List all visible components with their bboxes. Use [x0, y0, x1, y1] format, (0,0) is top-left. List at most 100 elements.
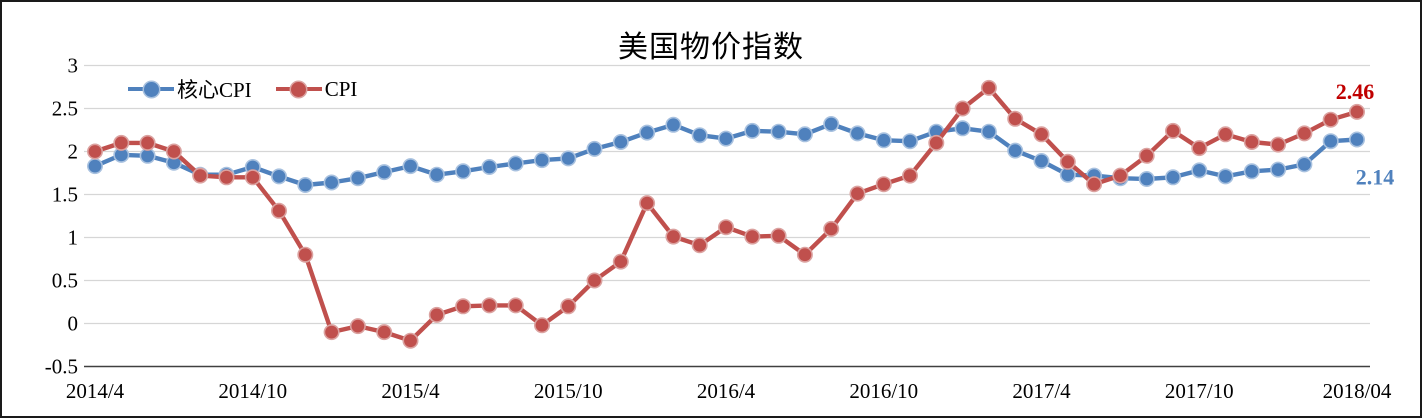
- data-point-CPI: [980, 79, 997, 96]
- data-point-CPI: [139, 134, 156, 151]
- data-point-CPI: [823, 220, 840, 237]
- data-point-核心CPI: [560, 150, 577, 167]
- data-point-核心CPI: [1191, 162, 1208, 179]
- data-point-CPI: [954, 100, 971, 117]
- data-point-CPI: [1112, 167, 1129, 184]
- data-point-CPI: [665, 228, 682, 245]
- legend-label-core-cpi: 核心CPI: [177, 78, 252, 102]
- data-point-CPI: [1349, 103, 1366, 120]
- data-point-CPI: [1007, 110, 1024, 127]
- data-point-CPI: [586, 272, 603, 289]
- data-point-CPI: [1165, 122, 1182, 139]
- data-point-CPI: [1191, 140, 1208, 157]
- data-point-CPI: [1059, 153, 1076, 170]
- data-point-核心CPI: [954, 120, 971, 137]
- data-point-CPI: [165, 143, 182, 160]
- data-point-CPI: [428, 306, 445, 323]
- data-point-CPI: [770, 227, 787, 244]
- y-tick-label: -0.5: [45, 355, 78, 379]
- data-point-CPI: [1322, 111, 1339, 128]
- data-point-CPI: [639, 195, 656, 212]
- x-tick-label: 2017/4: [1012, 379, 1071, 403]
- data-point-CPI: [1243, 134, 1260, 151]
- data-point-核心CPI: [717, 130, 734, 147]
- legend: 核心CPI CPI: [128, 74, 357, 104]
- data-point-核心CPI: [849, 125, 866, 142]
- legend-dot-icon: [291, 81, 307, 97]
- data-point-核心CPI: [1322, 133, 1339, 150]
- data-point-核心CPI: [1349, 131, 1366, 148]
- y-tick-label: 1.5: [52, 183, 78, 207]
- data-point-核心CPI: [1243, 163, 1260, 180]
- data-point-核心CPI: [1033, 153, 1050, 170]
- chart-title: 美国物价指数: [618, 31, 804, 64]
- data-point-核心CPI: [533, 152, 550, 169]
- data-point-CPI: [875, 176, 892, 193]
- data-point-核心CPI: [297, 177, 314, 194]
- data-point-CPI: [1033, 126, 1050, 143]
- y-tick-label: 3: [68, 54, 79, 78]
- data-point-CPI: [323, 324, 340, 341]
- data-point-CPI: [297, 246, 314, 263]
- data-point-CPI: [1138, 147, 1155, 164]
- data-point-CPI: [612, 253, 629, 270]
- data-point-CPI: [402, 332, 419, 349]
- legend-item-cpi: CPI: [275, 76, 358, 102]
- x-tick-label: 2016/4: [697, 379, 756, 403]
- data-point-CPI: [1217, 126, 1234, 143]
- data-point-CPI: [744, 228, 761, 245]
- data-point-核心CPI: [823, 116, 840, 133]
- data-point-核心CPI: [481, 159, 498, 176]
- data-point-CPI: [113, 134, 130, 151]
- data-point-核心CPI: [428, 166, 445, 183]
- end-value-label-CPI: 2.46: [1336, 79, 1375, 104]
- data-point-核心CPI: [1007, 142, 1024, 159]
- data-point-核心CPI: [349, 170, 366, 187]
- data-point-核心CPI: [455, 163, 472, 180]
- data-point-核心CPI: [507, 155, 524, 172]
- data-point-CPI: [192, 167, 209, 184]
- data-point-CPI: [849, 185, 866, 202]
- x-tick-label: 2018/04: [1323, 379, 1392, 403]
- data-point-核心CPI: [875, 132, 892, 149]
- data-point-CPI: [717, 219, 734, 236]
- data-point-CPI: [218, 169, 235, 186]
- data-point-CPI: [1296, 125, 1313, 142]
- x-tick-label: 2015/4: [381, 379, 440, 403]
- data-point-CPI: [533, 317, 550, 334]
- data-point-核心CPI: [270, 168, 287, 185]
- y-tick-label: 2: [68, 140, 79, 164]
- y-tick-label: 2.5: [52, 97, 78, 121]
- data-point-核心CPI: [1270, 161, 1287, 178]
- data-point-CPI: [796, 246, 813, 263]
- x-tick-label: 2015/10: [534, 379, 603, 403]
- data-point-核心CPI: [612, 134, 629, 151]
- legend-label-cpi: CPI: [324, 76, 358, 101]
- data-point-CPI: [901, 167, 918, 184]
- data-point-核心CPI: [639, 124, 656, 141]
- data-point-核心CPI: [796, 126, 813, 143]
- data-point-核心CPI: [665, 116, 682, 133]
- data-point-核心CPI: [586, 140, 603, 157]
- x-tick-label: 2016/10: [849, 379, 918, 403]
- data-point-核心CPI: [87, 158, 104, 175]
- legend-item-core-cpi: 核心CPI: [128, 74, 252, 104]
- x-tick-label: 2017/10: [1165, 379, 1234, 403]
- data-point-CPI: [349, 318, 366, 335]
- data-point-核心CPI: [1296, 156, 1313, 173]
- data-point-核心CPI: [901, 133, 918, 150]
- data-point-CPI: [244, 169, 261, 186]
- data-point-CPI: [1270, 136, 1287, 153]
- data-point-CPI: [376, 324, 393, 341]
- data-point-CPI: [455, 298, 472, 315]
- data-point-CPI: [691, 237, 708, 254]
- data-point-CPI: [507, 297, 524, 314]
- data-point-CPI: [270, 202, 287, 219]
- cpi-line-marker-icon: [275, 81, 322, 97]
- data-point-核心CPI: [770, 123, 787, 140]
- data-point-核心CPI: [691, 127, 708, 144]
- legend-dot-icon: [143, 81, 159, 97]
- data-point-CPI: [1086, 176, 1103, 193]
